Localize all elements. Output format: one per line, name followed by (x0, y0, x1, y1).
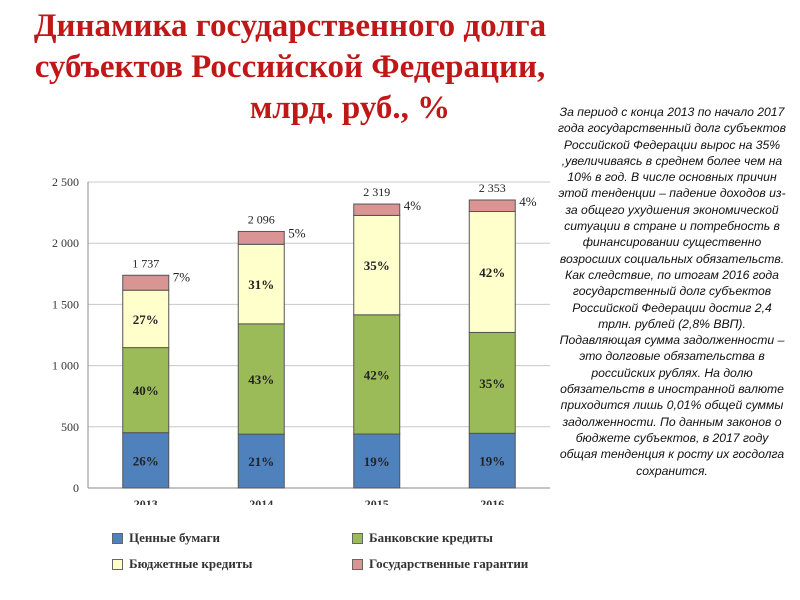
title-line-3: млрд. руб., % (249, 90, 451, 126)
x-tick-label: 2015 (365, 497, 389, 505)
y-tick-label: 0 (73, 481, 79, 495)
y-tick-label: 1 500 (52, 297, 79, 311)
debt-chart: 0 500 1 000 1 500 2 000 2 500 26% 40% 27% 7% 1 737… (52, 175, 550, 505)
bar-segment-2013-0 (122, 432, 170, 489)
bar-segment-2014-1 (237, 323, 285, 435)
bar-segment-2016-2 (468, 210, 516, 333)
bar-segment-2016-1 (468, 331, 516, 434)
bar-percent-label: 35% (364, 258, 390, 273)
bar-percent-label: 40% (133, 383, 159, 398)
bar-percent-label: 4% (404, 198, 422, 213)
legend-label-state-guarantees: Государственные гарантии (369, 556, 529, 571)
legend-label-bank-credits: Банковские кредиты (369, 530, 493, 545)
bar-segment-2015-0 (353, 433, 401, 489)
y-tick-label: 2 000 (52, 236, 79, 250)
legend-swatch-securities (112, 532, 123, 544)
x-tick-label: 2014 (249, 497, 273, 505)
x-tick-label: 2013 (134, 497, 158, 505)
y-tick-label: 2 500 (52, 175, 79, 189)
legend-item-state-guarantees: Государственные гарантии (352, 556, 528, 572)
bar-percent-label: 26% (133, 453, 159, 468)
bar-total-label: 2 319 (363, 185, 390, 199)
bar-total-label: 1 737 (132, 256, 159, 270)
bar-percent-label: 31% (248, 277, 274, 292)
bar-percent-label: 35% (479, 376, 505, 391)
bar-segment-2013-1 (122, 347, 170, 434)
bar-percent-label: 19% (364, 454, 390, 469)
legend-swatch-budget-credits (112, 558, 123, 570)
legend-swatch-state-guarantees (352, 558, 363, 570)
legend-swatch-bank-credits (352, 532, 363, 544)
legend-item-securities: Ценные бумаги (112, 530, 220, 546)
y-tick-label: 1 000 (52, 359, 79, 373)
title-line-1: Динамика государственного долга (33, 8, 547, 44)
bar-percent-label: 42% (479, 265, 505, 280)
title-line-2: субъектов Российской Федерации, (34, 49, 546, 85)
bar-segment-2013-2 (122, 289, 170, 349)
chart-labels: 0 500 1 000 1 500 2 000 2 500 26% 40% 27% 7% 1 737… (52, 175, 537, 505)
bar-segment-2015-1 (353, 314, 401, 435)
bar-segment-2015-2 (353, 214, 401, 316)
x-tick-label: 2016 (480, 497, 504, 505)
bar-segment-2016-0 (468, 432, 516, 489)
bar-percent-label: 43% (248, 372, 274, 387)
bar-segment-2014-3 (237, 230, 285, 245)
bar-percent-label: 21% (248, 454, 274, 469)
bar-percent-label: 19% (479, 454, 505, 469)
bar-segment-2015-3 (353, 203, 401, 216)
bar-total-label: 2 096 (248, 212, 275, 226)
bar-segment-2013-3 (122, 274, 170, 291)
legend-label-securities: Ценные бумаги (129, 530, 221, 545)
legend-label-budget-credits: Бюджетные кредиты (129, 556, 253, 571)
legend-item-budget-credits: Бюджетные кредиты (112, 556, 252, 572)
bar-percent-label: 42% (364, 367, 390, 382)
bar-percent-label: 7% (173, 269, 191, 284)
chart-legend: Ценные бумаги Банковские кредиты Бюджетн… (112, 522, 552, 582)
chart-bars (122, 199, 516, 489)
bar-total-label: 2 353 (479, 181, 506, 195)
slide-title: Динамика государственного долга субъекто… (20, 6, 560, 129)
legend-item-bank-credits: Банковские кредиты (352, 530, 493, 546)
description-text: За период с конца 2013 по начало 2017 го… (558, 105, 786, 478)
bar-segment-2014-0 (237, 433, 285, 489)
bar-percent-label: 5% (288, 225, 306, 240)
bar-segment-2016-3 (468, 199, 516, 212)
y-tick-label: 500 (61, 420, 79, 434)
bar-percent-label: 4% (519, 194, 537, 209)
bar-percent-label: 27% (133, 312, 159, 327)
